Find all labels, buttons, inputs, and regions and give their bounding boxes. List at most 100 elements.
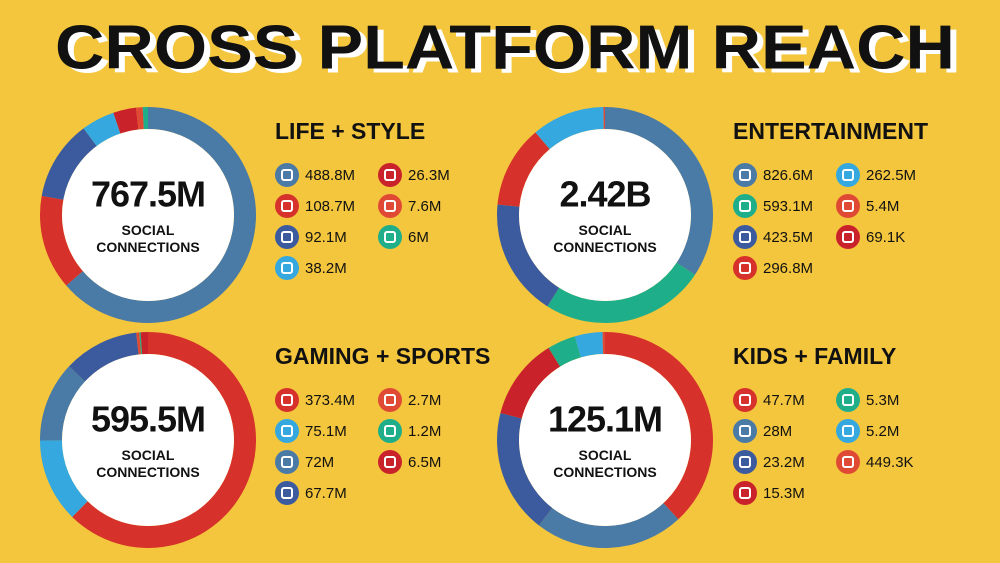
legend-value: 7.6M (408, 198, 441, 215)
platform-icon (733, 481, 757, 505)
title-shadow: CROSS PLATFORM REACH (61, 17, 961, 86)
donut-segment (574, 332, 604, 358)
donut-segment (500, 347, 561, 419)
total-caption: SOCIAL CONNECTIONS (553, 447, 656, 480)
caption-line: CONNECTIONS (96, 464, 199, 480)
total-caption: SOCIAL CONNECTIONS (553, 222, 656, 255)
platform-icon (378, 163, 402, 187)
platform-icon (378, 419, 402, 443)
total-caption: SOCIAL CONNECTIONS (96, 222, 199, 255)
legend-value: 2.7M (408, 392, 441, 409)
platform-icon (275, 388, 299, 412)
icon-glyph (281, 169, 293, 181)
caption-line: SOCIAL (122, 447, 175, 463)
total-value: 595.5M (91, 399, 205, 440)
icon-glyph (384, 200, 396, 212)
platform-icon (275, 194, 299, 218)
legend-value: 92.1M (305, 229, 347, 246)
donut-segment (538, 503, 679, 548)
platform-icon (836, 163, 860, 187)
platform-icon (275, 256, 299, 280)
legend-value: 23.2M (763, 454, 805, 471)
legend-value: 5.3M (866, 392, 899, 409)
caption-line: CONNECTIONS (553, 464, 656, 480)
icon-glyph (739, 456, 751, 468)
platform-icon (275, 419, 299, 443)
legend-value: 296.8M (763, 260, 813, 277)
icon-glyph (842, 231, 854, 243)
icon-glyph (384, 231, 396, 243)
caption-line: SOCIAL (122, 222, 175, 238)
donut-segment (66, 107, 257, 323)
icon-glyph (739, 231, 751, 243)
platform-icon (378, 388, 402, 412)
donut-segment (605, 332, 714, 520)
icon-glyph (842, 425, 854, 437)
legend-value: 6.5M (408, 454, 441, 471)
donut-segment (69, 332, 139, 382)
donut-hole (519, 129, 691, 301)
platform-icon (275, 225, 299, 249)
donut-segment (497, 204, 560, 307)
icon-glyph (739, 425, 751, 437)
donut-segment (136, 332, 142, 355)
platform-icon (733, 163, 757, 187)
icon-glyph (281, 394, 293, 406)
icon-glyph (281, 200, 293, 212)
total-value: 125.1M (548, 399, 662, 440)
icon-glyph (281, 487, 293, 499)
donut-segment (497, 132, 550, 207)
legend-value: 26.3M (408, 167, 450, 184)
section-title: ENTERTAINMENT (733, 118, 928, 144)
icon-glyph (384, 169, 396, 181)
legend-value: 262.5M (866, 167, 916, 184)
donut-segment (140, 331, 148, 355)
icon-glyph (281, 456, 293, 468)
platform-icon (733, 419, 757, 443)
icon-glyph (842, 456, 854, 468)
legend-value: 488.8M (305, 167, 355, 184)
donut-segment (142, 107, 148, 130)
section-title: LIFE + STYLE (275, 118, 425, 144)
platform-icon (275, 481, 299, 505)
caption-line: CONNECTIONS (96, 239, 199, 255)
legend-value: 67.7M (305, 485, 347, 502)
legend-value: 5.2M (866, 423, 899, 440)
legend-value: 69.1K (866, 229, 905, 246)
donut-segment (72, 332, 257, 548)
donut-segment (41, 128, 97, 200)
platform-icon (836, 388, 860, 412)
donut-hole (62, 129, 234, 301)
legend-value: 5.4M (866, 198, 899, 215)
icon-glyph (384, 394, 396, 406)
donut-segment (602, 331, 605, 355)
platform-icon (733, 225, 757, 249)
page-title: CROSS PLATFORM REACH (55, 13, 955, 82)
platform-icon (733, 194, 757, 218)
icon-glyph (739, 169, 751, 181)
legend-value: 72M (305, 454, 334, 471)
caption-line: CONNECTIONS (553, 239, 656, 255)
platform-icon (378, 450, 402, 474)
legend-value: 47.7M (763, 392, 805, 409)
platform-icon (836, 419, 860, 443)
platform-icon (733, 256, 757, 280)
donut-hole (519, 354, 691, 526)
donut-segment (548, 336, 581, 367)
icon-glyph (739, 262, 751, 274)
donut-segment (136, 107, 144, 130)
icon-glyph (384, 425, 396, 437)
donut-segment (40, 366, 86, 441)
platform-icon (836, 194, 860, 218)
caption-line: SOCIAL (579, 222, 632, 238)
caption-line: SOCIAL (579, 447, 632, 463)
legend-value: 826.6M (763, 167, 813, 184)
legend-value: 75.1M (305, 423, 347, 440)
donut-segment (139, 332, 143, 355)
platform-icon (378, 194, 402, 218)
legend-value: 28M (763, 423, 792, 440)
legend-value: 1.2M (408, 423, 441, 440)
legend-value: 108.7M (305, 198, 355, 215)
platform-icon (378, 225, 402, 249)
